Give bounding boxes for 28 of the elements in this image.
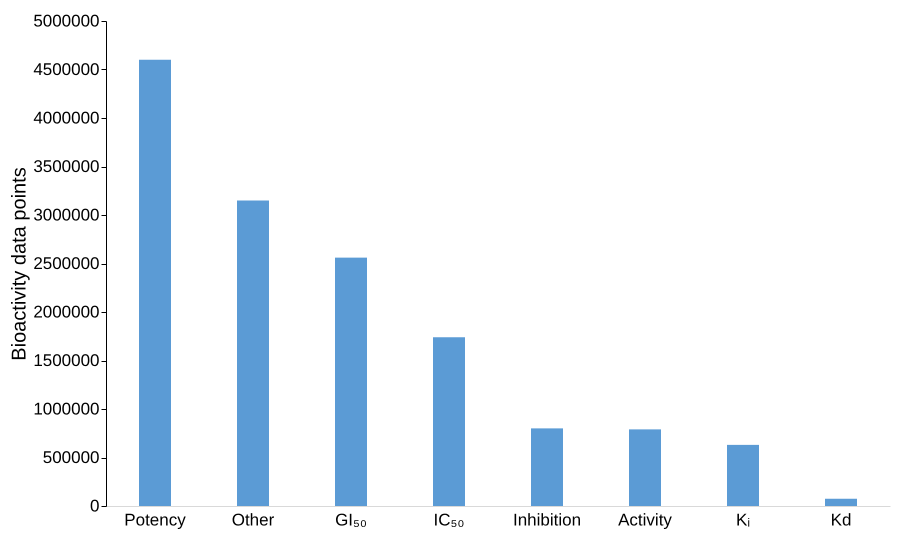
y-tick-label: 500000 [42,448,100,467]
x-tick-label: Kd [830,510,852,530]
bar [629,429,661,506]
x-tick-label: GI₅₀ [335,510,367,530]
y-tick-label: 3000000 [33,206,100,224]
bar [727,444,759,506]
y-tick-label: 2000000 [33,302,100,322]
x-tick-label: Other [232,510,275,530]
bar [335,258,367,506]
y-tick-label: 0 [90,496,100,516]
bar [237,200,269,506]
y-axis-title: Bioactivity data points [8,167,30,361]
x-tick-label: Inhibition [512,510,582,530]
bar [433,337,465,506]
y-tick-label: 4500000 [33,60,100,79]
y-tick-label: 3500000 [33,157,100,176]
bar [531,428,563,506]
bar [139,60,171,506]
y-tick-label: 4000000 [33,108,100,128]
x-tick-label: Activity [618,510,672,530]
y-tick-label: 5000000 [33,12,100,30]
y-tick-label: 1500000 [33,351,100,370]
y-tick-label: 1000000 [33,400,100,418]
x-tick-label: Kᵢ [736,510,750,530]
bar [825,498,857,506]
y-tick-label: 2500000 [33,254,100,273]
x-tick-label: IC₅₀ [434,510,464,530]
x-tick-label: Potency [124,510,186,530]
